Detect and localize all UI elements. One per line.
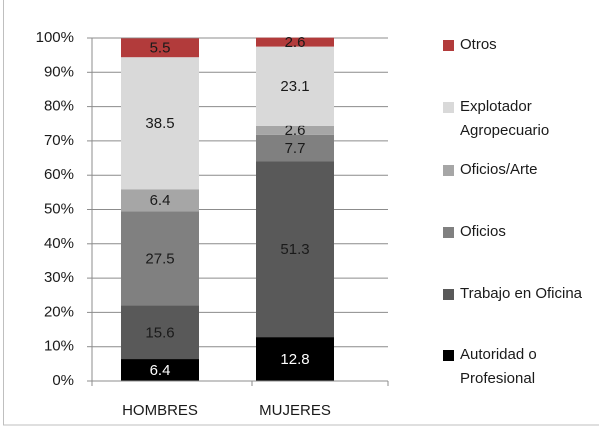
data-label: 51.3 xyxy=(280,241,309,258)
legend-label: Autoridad o Profesional xyxy=(460,346,537,387)
y-tick-label: 100% xyxy=(36,29,74,46)
x-tick-label: MUJERES xyxy=(259,402,331,419)
bar-segment xyxy=(121,38,199,58)
legend-swatch xyxy=(443,350,454,361)
bar-segment xyxy=(121,359,199,381)
legend-swatch xyxy=(443,102,454,113)
bar-segment xyxy=(256,337,334,381)
data-label: 12.8 xyxy=(280,351,309,368)
y-tick-label: 90% xyxy=(44,63,74,80)
y-tick-label: 20% xyxy=(44,303,74,320)
y-tick-label: 80% xyxy=(44,98,74,115)
bar-segment xyxy=(256,46,334,126)
legend-swatch xyxy=(443,165,454,176)
legend-swatch xyxy=(443,40,454,51)
legend-label: Oficios/Arte xyxy=(460,161,538,178)
y-tick-label: 30% xyxy=(44,269,74,286)
legend-swatch xyxy=(443,227,454,238)
bar-segment xyxy=(256,37,334,47)
data-label: 15.6 xyxy=(145,324,174,341)
data-label: 2.6 xyxy=(285,34,306,51)
data-label: 6.4 xyxy=(150,192,171,209)
frame xyxy=(3,0,599,426)
data-label: 38.5 xyxy=(145,115,174,132)
y-tick-label: 0% xyxy=(52,372,74,389)
data-label: 7.7 xyxy=(285,140,306,157)
y-tick-label: 10% xyxy=(44,338,74,355)
legend-label: Oficios xyxy=(460,223,506,240)
data-label: 23.1 xyxy=(280,78,309,95)
bar-segment xyxy=(256,134,334,162)
legend-label: Otros xyxy=(460,36,497,53)
y-tick-label: 70% xyxy=(44,132,74,149)
bar-segment xyxy=(121,189,199,212)
bar-segment xyxy=(121,57,199,190)
legend-label: Explotador Agropecuario xyxy=(460,98,550,139)
bar-segment xyxy=(121,211,199,306)
x-tick-label: HOMBRES xyxy=(122,402,198,419)
y-tick-label: 50% xyxy=(44,200,74,217)
data-label: 6.4 xyxy=(150,362,171,379)
y-tick-label: 60% xyxy=(44,166,74,183)
data-label: 5.5 xyxy=(150,40,171,57)
y-tick-label: 40% xyxy=(44,235,74,252)
bar-segment xyxy=(121,305,199,360)
bar-segment xyxy=(256,125,334,135)
legend-swatch xyxy=(443,289,454,300)
data-label: 2.6 xyxy=(285,122,306,139)
data-label: 27.5 xyxy=(145,250,174,267)
legend-label: Trabajo en Oficina xyxy=(460,285,583,302)
bar-segment xyxy=(256,161,334,338)
